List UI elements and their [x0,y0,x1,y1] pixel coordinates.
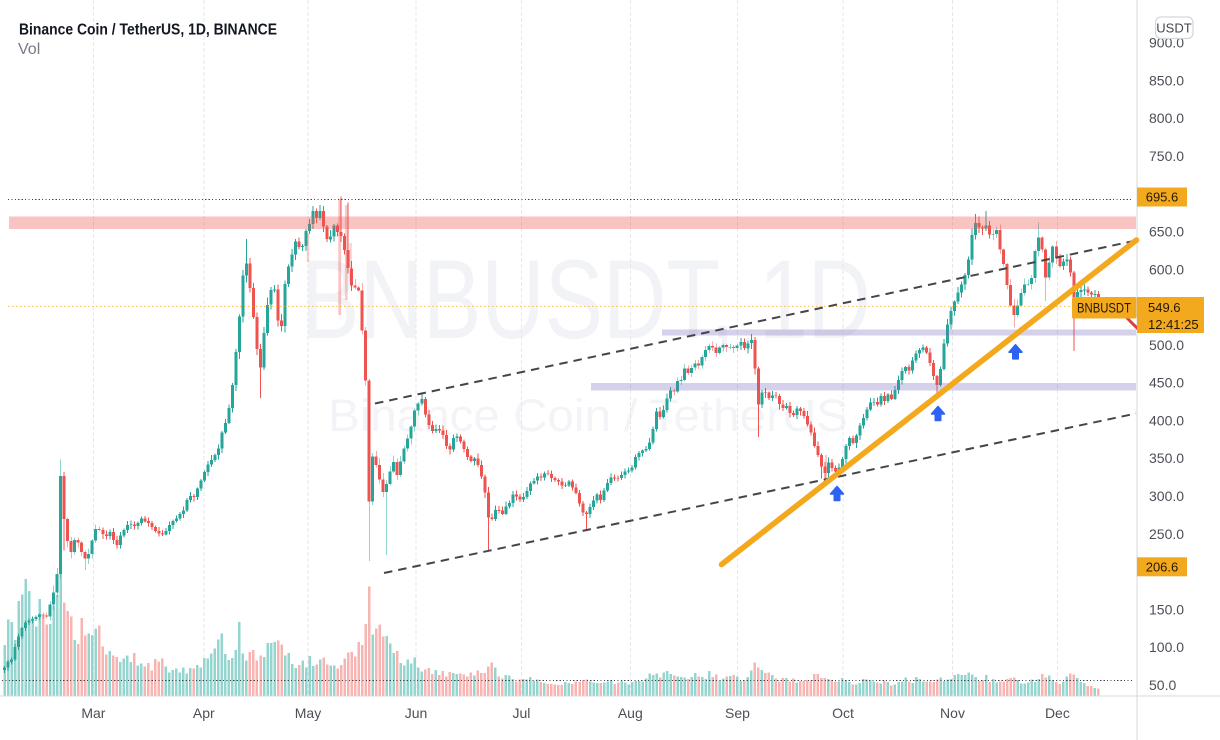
svg-text:Oct: Oct [832,705,854,721]
svg-text:BNBUSDT: BNBUSDT [1077,301,1131,316]
svg-text:650.0: 650.0 [1149,224,1184,240]
svg-text:750.0: 750.0 [1149,148,1184,164]
svg-text:500.0: 500.0 [1149,337,1184,353]
svg-text:Dec: Dec [1045,705,1070,721]
svg-text:50.0: 50.0 [1149,677,1176,693]
svg-text:Nov: Nov [940,705,965,721]
svg-text:Jun: Jun [405,705,428,721]
svg-text:850.0: 850.0 [1149,72,1184,88]
svg-text:450.0: 450.0 [1149,375,1184,391]
svg-text:Apr: Apr [193,705,215,721]
svg-text:300.0: 300.0 [1149,488,1184,504]
svg-text:800.0: 800.0 [1149,110,1184,126]
svg-text:150.0: 150.0 [1149,601,1184,617]
svg-text:549.6: 549.6 [1148,300,1181,315]
svg-text:Vol: Vol [18,41,40,58]
svg-text:250.0: 250.0 [1149,526,1184,542]
svg-text:BNBUSDT, 1D: BNBUSDT, 1D [301,237,871,362]
svg-text:Binance Coin / TetherUS, 1D, B: Binance Coin / TetherUS, 1D, BINANCE [19,22,277,39]
svg-text:695.6: 695.6 [1146,190,1179,205]
svg-text:USDT: USDT [1156,21,1191,36]
svg-text:Mar: Mar [81,705,105,721]
svg-text:400.0: 400.0 [1149,412,1184,428]
svg-text:Jul: Jul [512,705,530,721]
svg-text:100.0: 100.0 [1149,639,1184,655]
svg-text:600.0: 600.0 [1149,261,1184,277]
svg-text:206.6: 206.6 [1146,559,1179,574]
svg-text:Aug: Aug [618,705,643,721]
svg-text:Sep: Sep [725,705,750,721]
svg-text:12:41:25: 12:41:25 [1148,317,1199,332]
svg-text:350.0: 350.0 [1149,450,1184,466]
svg-text:May: May [295,705,321,721]
